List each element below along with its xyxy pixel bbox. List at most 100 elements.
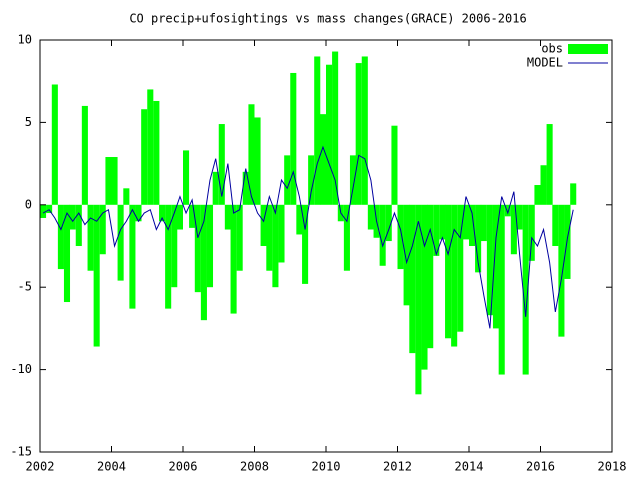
chart-title: CO precip+ufosightings vs mass changes(G… bbox=[129, 12, 526, 26]
bar bbox=[516, 204, 523, 230]
bar bbox=[218, 124, 225, 205]
bar bbox=[40, 204, 47, 218]
bar bbox=[200, 204, 207, 321]
bar bbox=[427, 204, 434, 349]
bar bbox=[540, 165, 547, 205]
y-tick-label: -15 bbox=[10, 445, 32, 459]
bar bbox=[486, 204, 493, 316]
bar bbox=[439, 204, 446, 240]
bar bbox=[498, 204, 505, 375]
bar bbox=[570, 183, 577, 205]
bar bbox=[314, 56, 321, 205]
bar bbox=[475, 204, 482, 273]
bar bbox=[355, 63, 362, 205]
bar bbox=[224, 204, 231, 230]
bar bbox=[433, 204, 440, 256]
bar bbox=[564, 204, 571, 279]
bar bbox=[534, 185, 541, 205]
bar bbox=[492, 204, 500, 329]
bar bbox=[105, 157, 112, 205]
bar bbox=[248, 104, 255, 205]
bar bbox=[319, 114, 326, 205]
bar bbox=[81, 105, 88, 205]
bar bbox=[326, 64, 333, 205]
bar bbox=[385, 204, 392, 242]
bar bbox=[510, 204, 517, 255]
bar bbox=[272, 204, 279, 288]
legend-swatch bbox=[568, 44, 608, 54]
bar bbox=[123, 188, 130, 205]
x-tick-label: 2002 bbox=[26, 460, 55, 474]
bar bbox=[415, 204, 422, 395]
bar bbox=[451, 204, 458, 347]
bar bbox=[176, 204, 183, 230]
bar bbox=[409, 204, 416, 354]
bar bbox=[171, 204, 178, 288]
bar bbox=[242, 171, 249, 205]
x-tick-label: 2004 bbox=[97, 460, 126, 474]
bar bbox=[117, 204, 124, 281]
bar bbox=[403, 204, 410, 306]
bar bbox=[343, 204, 350, 271]
x-tick-label: 2018 bbox=[598, 460, 627, 474]
x-tick-label: 2012 bbox=[383, 460, 412, 474]
legend-label: MODEL bbox=[527, 56, 563, 70]
bar bbox=[391, 125, 398, 205]
bar bbox=[445, 204, 452, 339]
x-tick-label: 2008 bbox=[240, 460, 269, 474]
bar bbox=[361, 56, 368, 205]
bar bbox=[546, 124, 553, 205]
bar bbox=[153, 100, 160, 205]
bar bbox=[254, 117, 261, 205]
bar bbox=[206, 204, 214, 288]
line bbox=[42, 145, 574, 329]
bar bbox=[46, 204, 53, 214]
bar bbox=[552, 204, 559, 246]
bar bbox=[379, 204, 386, 266]
bar bbox=[260, 204, 267, 246]
x-tick-label: 2006 bbox=[169, 460, 198, 474]
bar bbox=[57, 204, 64, 270]
bar bbox=[302, 204, 309, 284]
bar bbox=[462, 204, 469, 240]
bar bbox=[51, 84, 58, 205]
bar bbox=[367, 204, 374, 230]
bar bbox=[189, 204, 196, 228]
bar bbox=[469, 204, 476, 246]
bar bbox=[183, 150, 190, 205]
bar bbox=[558, 204, 565, 337]
x-tick-label: 2010 bbox=[312, 460, 341, 474]
x-tick-label: 2016 bbox=[526, 460, 555, 474]
bar bbox=[159, 204, 166, 222]
legend-label: obs bbox=[541, 42, 563, 56]
bar bbox=[349, 155, 357, 205]
bar bbox=[93, 204, 100, 347]
bar bbox=[212, 171, 219, 205]
bar bbox=[504, 204, 511, 217]
bar bbox=[111, 157, 118, 205]
bar bbox=[141, 109, 148, 205]
y-tick-label: 0 bbox=[25, 197, 32, 211]
bar bbox=[135, 204, 142, 222]
y-tick-label: -5 bbox=[18, 280, 32, 294]
bar bbox=[99, 204, 106, 255]
bar bbox=[230, 204, 237, 314]
bar bbox=[284, 155, 291, 205]
bar bbox=[278, 204, 285, 263]
bar bbox=[236, 204, 243, 271]
bar bbox=[296, 204, 303, 235]
bar bbox=[69, 204, 76, 230]
bar bbox=[528, 204, 535, 261]
bar bbox=[194, 204, 201, 293]
y-tick-label: -10 bbox=[10, 362, 32, 376]
bar bbox=[522, 204, 529, 375]
bar bbox=[165, 204, 172, 309]
bar bbox=[75, 204, 82, 246]
bar bbox=[397, 204, 404, 270]
bar bbox=[266, 204, 273, 271]
bar bbox=[63, 204, 71, 303]
bar bbox=[147, 89, 154, 205]
bar bbox=[421, 204, 428, 370]
bar bbox=[457, 204, 464, 332]
